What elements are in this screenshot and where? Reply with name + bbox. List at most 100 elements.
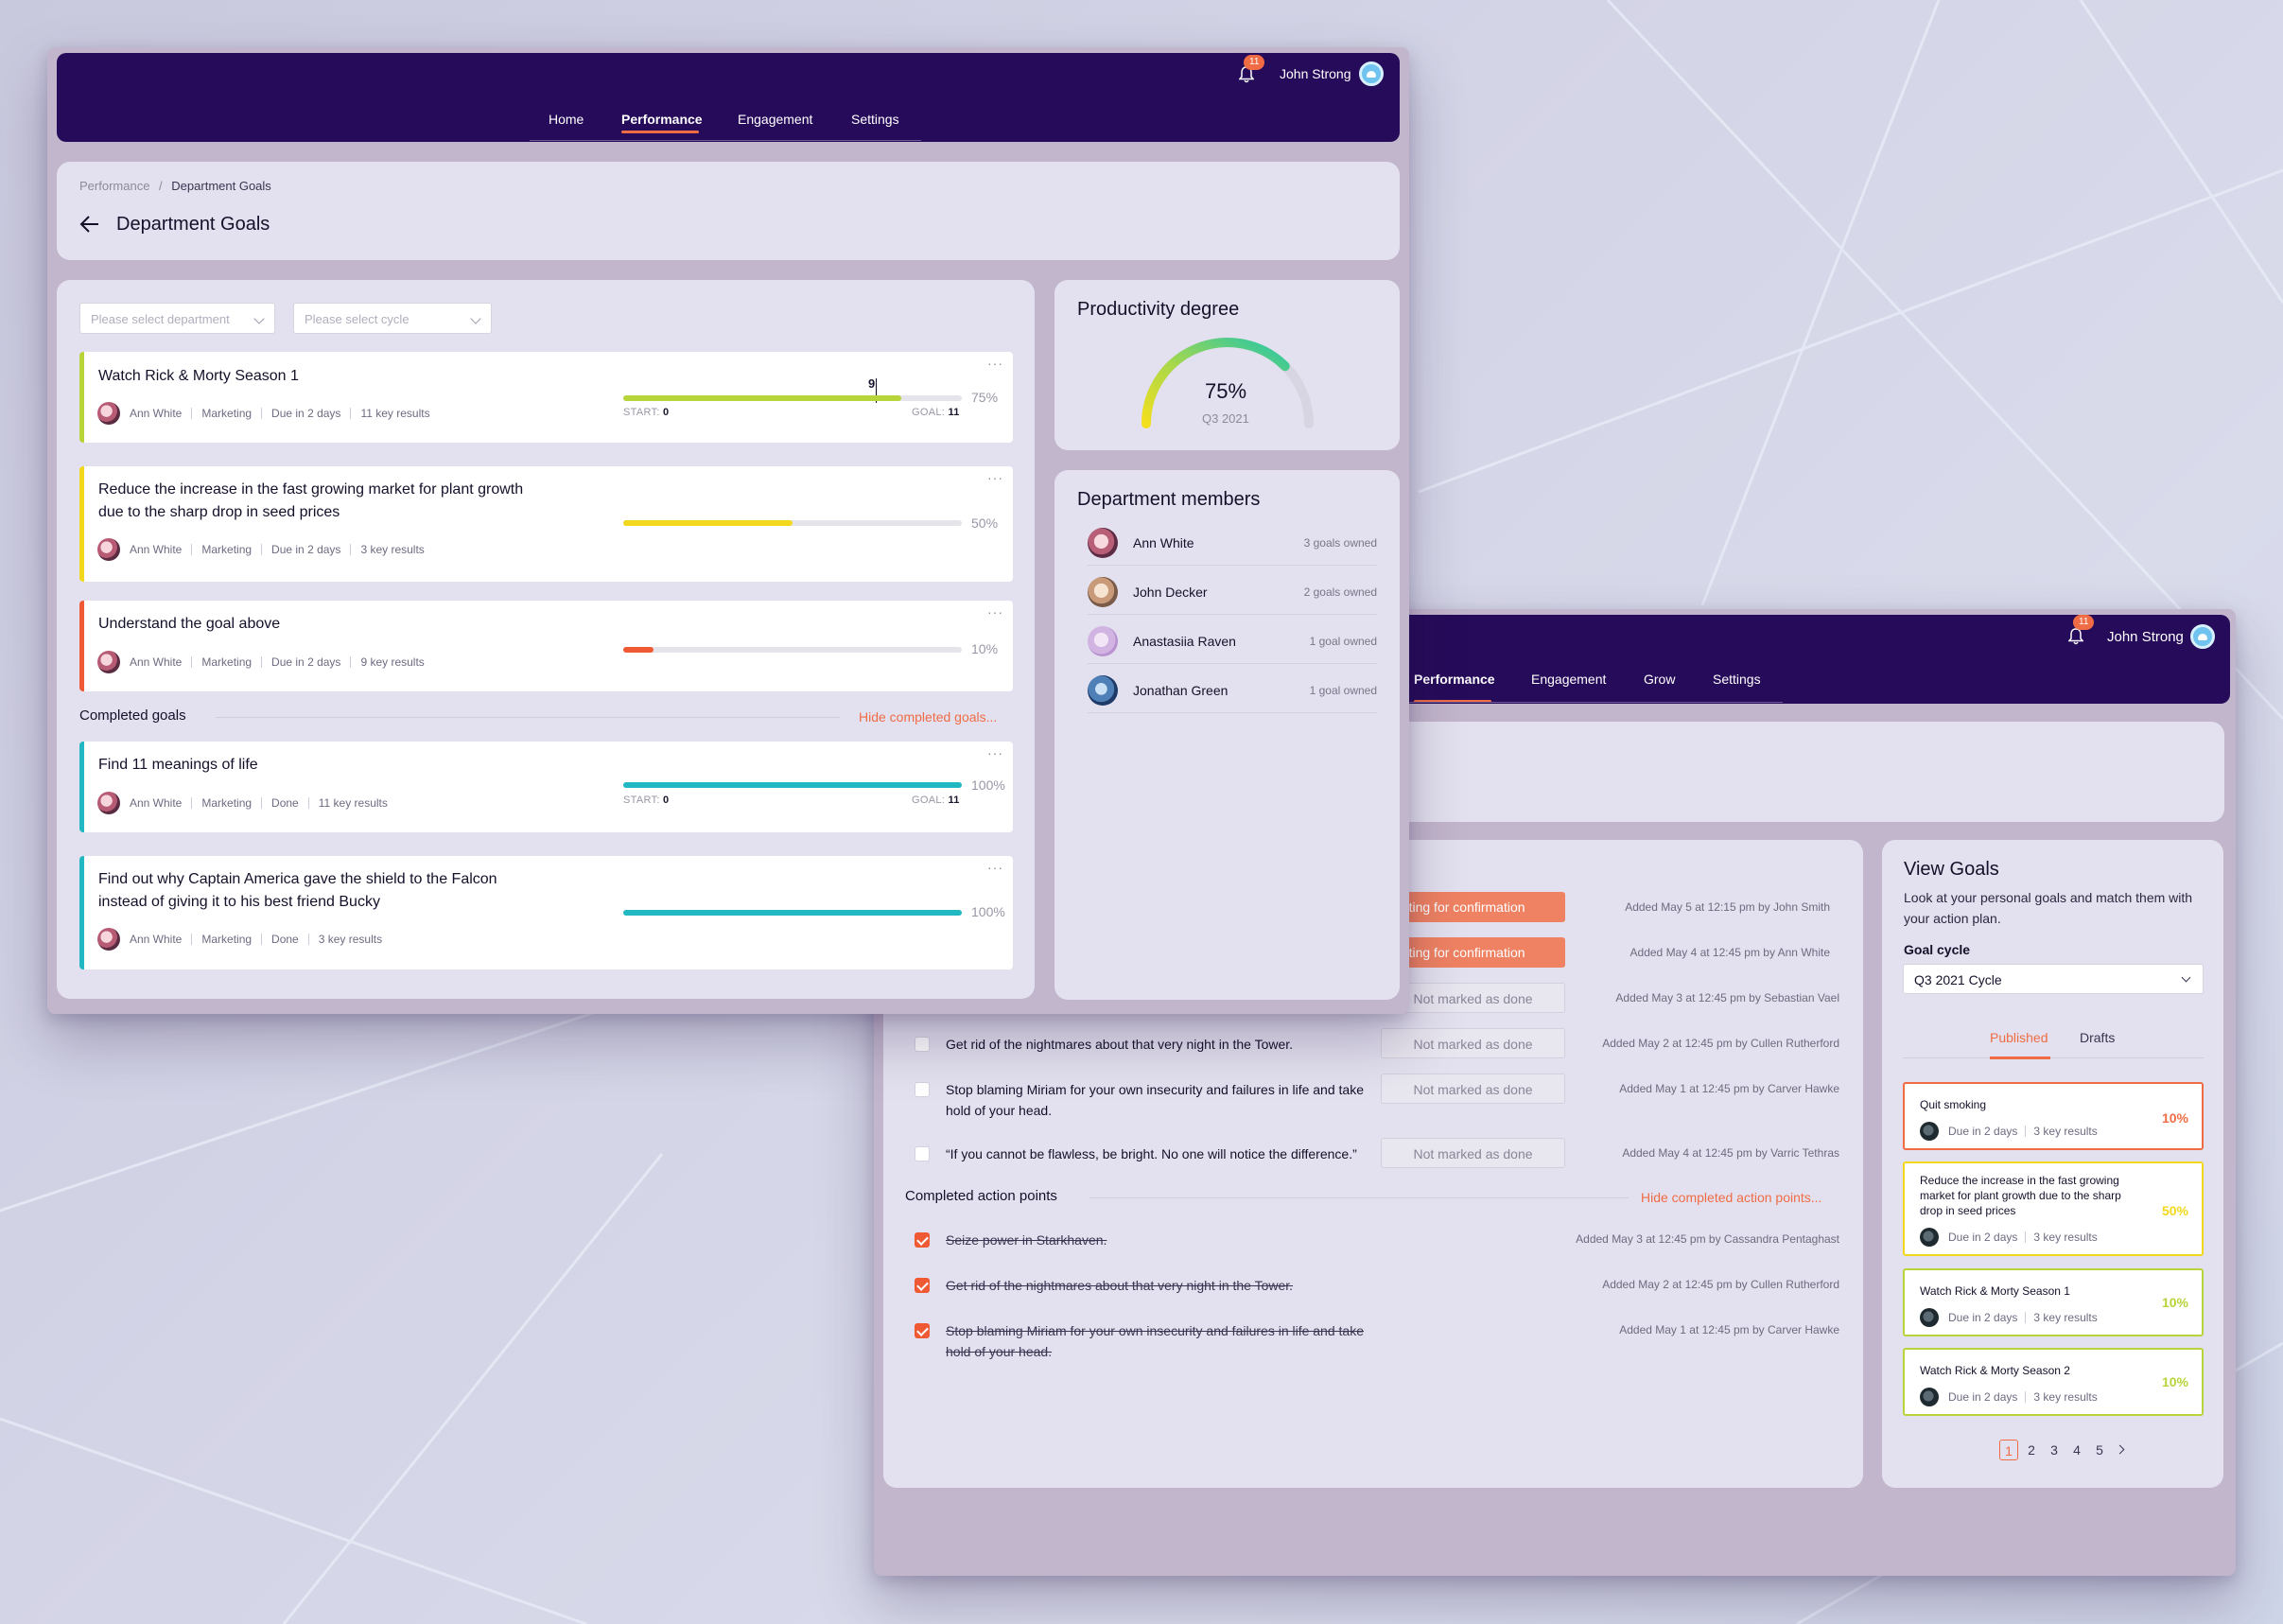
checkbox[interactable] xyxy=(915,1082,930,1097)
status-not-done[interactable]: Not marked as done xyxy=(1381,1138,1565,1168)
owner-avatar xyxy=(1920,1308,1939,1327)
member-avatar xyxy=(1088,577,1118,607)
more-options-icon[interactable]: ··· xyxy=(987,356,1003,371)
completed-goal-card[interactable]: Find 11 meanings of life Ann White Marke… xyxy=(79,742,1013,832)
page-2[interactable]: 2 xyxy=(2028,1442,2035,1458)
member-name: John Decker xyxy=(1133,585,1208,600)
progress-fill xyxy=(623,910,962,916)
start-number: 0 xyxy=(663,795,670,806)
member-avatar xyxy=(1088,528,1118,558)
page-4[interactable]: 4 xyxy=(2073,1442,2081,1458)
goal-title: Reduce the increase in the fast growing … xyxy=(98,481,524,520)
tab-performance[interactable]: Performance xyxy=(1414,672,1495,687)
checkbox-checked[interactable] xyxy=(915,1232,930,1248)
goal-percent: 10% xyxy=(2161,1374,2188,1389)
bell-icon[interactable] xyxy=(2068,628,2083,645)
added-info: Added May 4 at 12:45 pm by Varric Tethra… xyxy=(1622,1146,1839,1160)
member-row[interactable]: John Decker 2 goals owned xyxy=(1088,566,1377,615)
goal-cycle-select[interactable]: Q3 2021 Cycle xyxy=(1903,964,2204,994)
view-goal-title: Quit smoking xyxy=(1920,1098,1987,1111)
tab-performance[interactable]: Performance xyxy=(621,112,703,127)
owner-avatar xyxy=(97,792,120,814)
tab-engagement[interactable]: Engagement xyxy=(1531,672,1607,687)
status-not-done[interactable]: Not marked as done xyxy=(1381,1074,1565,1104)
tab-published[interactable]: Published xyxy=(1990,1030,2048,1045)
user-avatar[interactable] xyxy=(2190,624,2215,649)
goal-meta: Ann White Marketing Due in 2 days 11 key… xyxy=(97,402,430,425)
view-goal-card[interactable]: Reduce the increase in the fast growing … xyxy=(1903,1161,2204,1256)
checkbox[interactable] xyxy=(915,1146,930,1161)
status-not-done[interactable]: Not marked as done xyxy=(1381,983,1565,1013)
hide-completed-action-points-link[interactable]: Hide completed action points... xyxy=(1641,1190,1822,1205)
goal-label: GOAL: xyxy=(912,407,946,418)
cycle-select[interactable]: Please select cycle xyxy=(293,303,492,334)
member-goal-count: 2 goals owned xyxy=(1303,585,1377,599)
tab-engagement[interactable]: Engagement xyxy=(738,112,813,127)
tab-drafts[interactable]: Drafts xyxy=(2080,1030,2116,1045)
member-name: Ann White xyxy=(1133,535,1194,550)
completed-goals-label: Completed goals xyxy=(79,707,186,724)
completed-point-text: Seize power in Starkhaven. xyxy=(946,1232,1107,1248)
progress-track xyxy=(623,395,962,401)
progress-percent: 100% xyxy=(971,904,1005,919)
goal-percent: 10% xyxy=(2161,1295,2188,1310)
breadcrumb-separator: / xyxy=(159,179,163,193)
view-goal-title: Watch Rick & Morty Season 2 xyxy=(1920,1364,2070,1377)
goal-card[interactable]: Understand the goal above Ann White Mark… xyxy=(79,601,1013,691)
more-options-icon[interactable]: ··· xyxy=(987,745,1003,760)
view-goal-card[interactable]: Quit smoking Due in 2 days 3 key results… xyxy=(1903,1082,2204,1150)
tab-home[interactable]: Home xyxy=(549,112,584,127)
status-waiting[interactable]: Waiting for confirmation xyxy=(1381,937,1565,968)
page-5[interactable]: 5 xyxy=(2096,1442,2103,1458)
checkbox[interactable] xyxy=(915,1037,930,1052)
status-not-done[interactable]: Not marked as done xyxy=(1381,1028,1565,1058)
goal-card[interactable]: Watch Rick & Morty Season 1 Ann White Ma… xyxy=(79,352,1013,443)
user-name[interactable]: John Strong xyxy=(2107,629,2184,645)
view-goal-card[interactable]: Watch Rick & Morty Season 2 Due in 2 day… xyxy=(1903,1348,2204,1416)
owner-name: Ann White xyxy=(130,543,183,556)
back-arrow-icon[interactable] xyxy=(79,214,100,235)
more-options-icon[interactable]: ··· xyxy=(987,860,1003,875)
added-info: Added May 2 at 12:45 pm by Cullen Ruther… xyxy=(1602,1278,1839,1291)
progress-fill xyxy=(623,782,962,788)
owner-avatar xyxy=(97,538,120,561)
tab-settings[interactable]: Settings xyxy=(1713,672,1761,687)
member-row[interactable]: Ann White 3 goals owned xyxy=(1088,516,1377,566)
productivity-gauge xyxy=(1142,338,1314,428)
goal-label: GOAL: xyxy=(912,795,946,806)
hide-completed-goals-link[interactable]: Hide completed goals... xyxy=(859,709,998,725)
member-name: Anastasiia Raven xyxy=(1133,634,1236,649)
member-row[interactable]: Anastasiia Raven 1 goal owned xyxy=(1088,615,1377,664)
due-text: Due in 2 days xyxy=(1948,1390,2018,1404)
key-results-text: 11 key results xyxy=(360,407,430,420)
due-text: Due in 2 days xyxy=(1948,1311,2018,1324)
progress-percent: 50% xyxy=(971,515,999,531)
page-header-card xyxy=(57,162,1400,260)
due-text: Due in 2 days xyxy=(1948,1231,2018,1244)
tab-grow[interactable]: Grow xyxy=(1644,672,1676,687)
page-3[interactable]: 3 xyxy=(2050,1442,2058,1458)
completed-goal-card[interactable]: Find out why Captain America gave the sh… xyxy=(79,856,1013,969)
more-options-icon[interactable]: ··· xyxy=(987,604,1003,620)
start-label: START: xyxy=(623,795,660,806)
breadcrumb: Performance / Department Goals xyxy=(79,179,271,193)
active-tab-underline xyxy=(1414,700,1491,703)
added-info: Added May 2 at 12:45 pm by Cullen Ruther… xyxy=(1602,1037,1839,1050)
user-avatar[interactable] xyxy=(1359,61,1384,86)
more-options-icon[interactable]: ··· xyxy=(987,470,1003,485)
department-select[interactable]: Please select department xyxy=(79,303,275,334)
checkbox-checked[interactable] xyxy=(915,1278,930,1293)
tab-settings[interactable]: Settings xyxy=(851,112,899,127)
view-goal-card[interactable]: Watch Rick & Morty Season 1 Due in 2 day… xyxy=(1903,1268,2204,1336)
breadcrumb-performance[interactable]: Performance xyxy=(79,179,150,193)
progress-fill xyxy=(623,520,793,526)
goal-card[interactable]: Reduce the increase in the fast growing … xyxy=(79,466,1013,582)
page-1[interactable]: 1 xyxy=(1999,1440,2018,1460)
member-row[interactable]: Jonathan Green 1 goal owned xyxy=(1088,664,1377,713)
goal-title: Find out why Captain America gave the sh… xyxy=(98,871,497,910)
checkbox-checked[interactable] xyxy=(915,1323,930,1338)
user-name[interactable]: John Strong xyxy=(1280,66,1351,81)
status-waiting[interactable]: Waiting for confirmation xyxy=(1381,892,1565,922)
department: Marketing xyxy=(201,543,253,556)
